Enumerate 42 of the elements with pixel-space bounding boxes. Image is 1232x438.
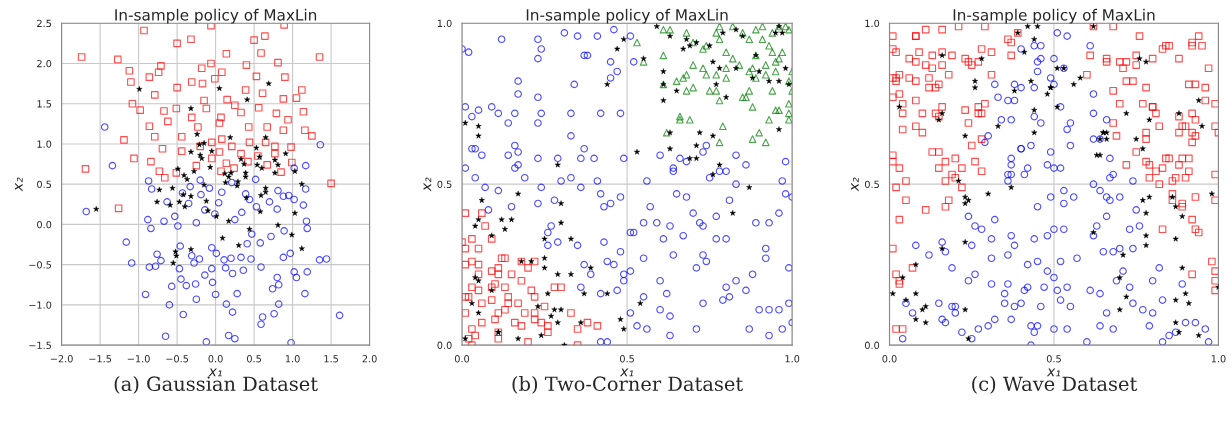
y-tick-label: 0.5 — [864, 180, 879, 189]
y-tick-label: 2.5 — [37, 19, 52, 28]
y-tick-label: 1.0 — [437, 19, 452, 28]
x-tick-label: 1.5 — [324, 355, 338, 363]
chart-title: In-sample policy of MaxLin — [115, 8, 317, 24]
x-tick-label: 0.5 — [1046, 355, 1061, 363]
y-tick-label: 0.0 — [864, 341, 880, 349]
y-tick-label: −0.5 — [29, 261, 52, 269]
x-tick-label: 1.0 — [1211, 355, 1226, 363]
y-tick-label: 1.0 — [865, 19, 880, 28]
x-tick-label: 0.5 — [620, 355, 634, 363]
text: (a) Gaussian Dataset — [114, 376, 318, 394]
y-tick-label: 1.5 — [37, 100, 52, 108]
chart-title: In-sample policy of MaxLin — [953, 8, 1155, 24]
y-axis-title: x₂ — [15, 177, 23, 192]
x-tick-label: 1.0 — [785, 355, 800, 363]
y-tick-label: −1.5 — [29, 341, 52, 349]
x-axis-title: x₁ — [619, 368, 634, 377]
x-axis-title: x₁ — [1046, 368, 1061, 377]
y-tick-label: −1.0 — [29, 301, 52, 309]
text: (b) Two-Corner Dataset — [512, 376, 744, 394]
x-tick-label: 0.5 — [247, 355, 261, 363]
x-axis-title: x₁ — [208, 368, 222, 377]
x-tick-label: 0.0 — [454, 355, 470, 363]
y-tick-label: 0.5 — [437, 180, 452, 189]
y-tick-label: 0.5 — [37, 180, 52, 189]
y-axis-title: x₂ — [423, 177, 432, 192]
x-tick-label: −0.5 — [166, 355, 189, 363]
y-axis-title: x₂ — [851, 177, 859, 192]
text: (c) Wave Dataset — [972, 376, 1138, 394]
y-tick-label: 2.0 — [37, 59, 52, 68]
x-tick-label: −2.0 — [50, 355, 73, 363]
x-tick-label: 2.0 — [362, 355, 377, 363]
chart-title: In-sample policy of MaxLin — [526, 8, 728, 24]
x-tick-label: −1.0 — [127, 355, 150, 363]
x-tick-label: 0.0 — [208, 355, 223, 363]
x-tick-label: 1.0 — [285, 355, 300, 363]
y-tick-label: 1.0 — [37, 140, 52, 148]
y-tick-label: 0.0 — [437, 341, 452, 349]
x-tick-label: 0.0 — [882, 355, 897, 363]
y-tick-label: 0.0 — [37, 220, 52, 229]
x-tick-label: −1.5 — [89, 355, 112, 363]
